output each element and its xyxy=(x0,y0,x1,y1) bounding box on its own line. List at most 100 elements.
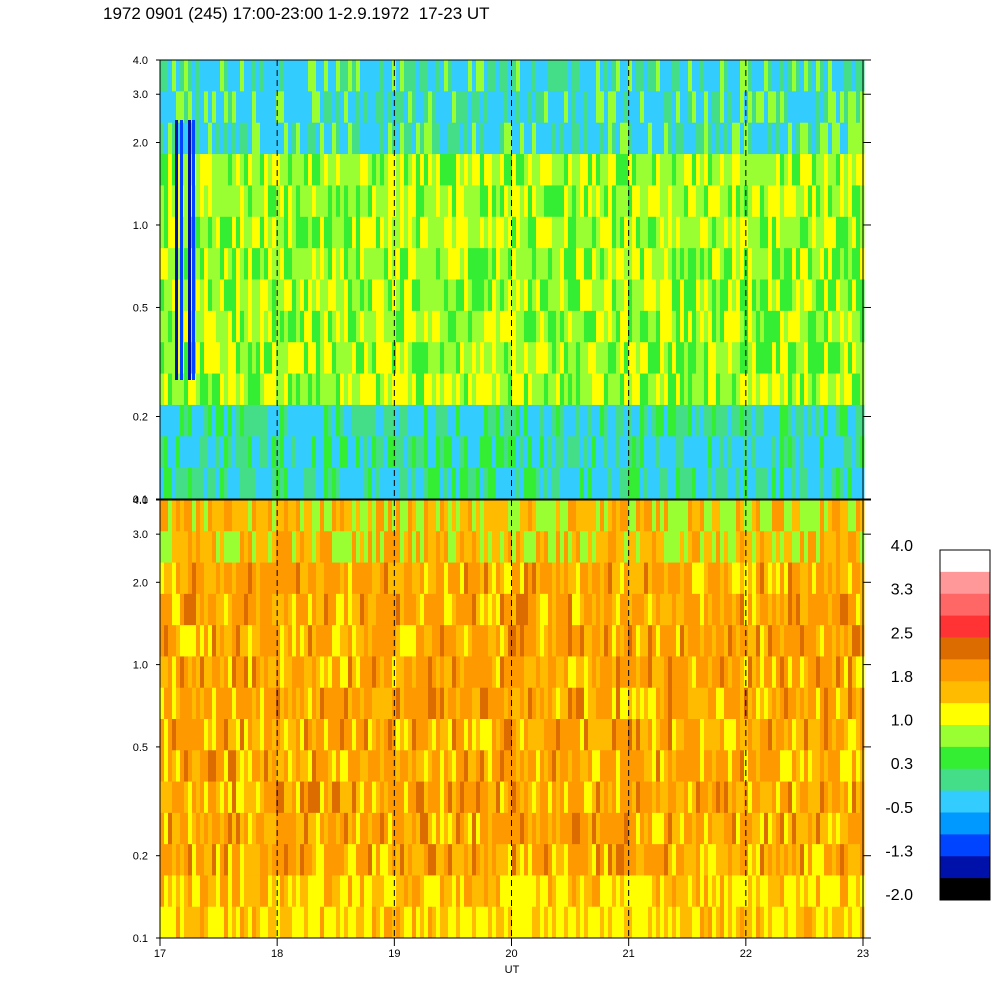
heatmap-cell xyxy=(428,248,433,280)
heatmap-cell xyxy=(216,625,221,657)
heatmap-cell xyxy=(372,875,377,908)
heatmap-cell xyxy=(660,844,665,876)
heatmap-cell xyxy=(316,373,321,406)
heatmap-cell xyxy=(276,812,281,845)
heatmap-cell xyxy=(396,750,401,783)
heatmap-cell xyxy=(800,216,805,249)
heatmap-cell xyxy=(548,750,553,783)
heatmap-cell xyxy=(220,404,225,437)
heatmap-cell xyxy=(200,531,205,564)
heatmap-cell xyxy=(344,185,349,218)
heatmap-cell xyxy=(720,656,725,689)
heatmap-cell xyxy=(208,373,213,406)
heatmap-cell xyxy=(772,436,777,469)
heatmap-cell xyxy=(852,687,857,720)
heatmap-cell xyxy=(404,122,409,155)
heatmap-cell xyxy=(300,91,305,124)
heatmap-cell xyxy=(760,154,765,186)
heatmap-cell xyxy=(164,687,169,720)
heatmap-cell xyxy=(768,844,773,876)
heatmap-cell xyxy=(712,373,717,406)
heatmap-cell xyxy=(296,404,301,437)
heatmap-cell xyxy=(728,687,733,720)
heatmap-cell xyxy=(216,60,221,92)
heatmap-cell xyxy=(844,60,849,92)
heatmap-cell xyxy=(800,185,805,218)
heatmap-cell xyxy=(728,562,733,595)
heatmap-cell xyxy=(164,310,169,343)
heatmap-cell xyxy=(828,625,833,657)
heatmap-cell xyxy=(520,404,525,437)
heatmap-cell xyxy=(680,531,685,564)
heatmap-cell xyxy=(568,185,573,218)
heatmap-cell xyxy=(488,906,493,939)
heatmap-cell xyxy=(264,122,269,155)
heatmap-cell xyxy=(672,875,677,908)
heatmap-cell xyxy=(216,404,221,437)
heatmap-cell xyxy=(820,310,825,343)
heatmap-cell xyxy=(508,154,513,186)
heatmap-cell xyxy=(856,750,861,783)
heatmap-cell xyxy=(284,248,289,280)
heatmap-cell xyxy=(544,279,549,312)
heatmap-cell xyxy=(808,719,813,751)
heatmap-cell xyxy=(252,60,257,92)
heatmap-cell xyxy=(720,60,725,92)
heatmap-cell xyxy=(324,404,329,437)
heatmap-cell xyxy=(492,781,497,814)
heatmap-cell xyxy=(732,216,737,249)
heatmap-cell xyxy=(736,687,741,720)
heatmap-cell xyxy=(804,404,809,437)
heatmap-cell xyxy=(680,812,685,845)
heatmap-cell xyxy=(476,906,481,939)
heatmap-cell xyxy=(644,593,649,626)
heatmap-cell xyxy=(340,812,345,845)
heatmap-cell xyxy=(540,91,545,124)
heatmap-cell xyxy=(692,404,697,437)
heatmap-cell xyxy=(836,467,841,500)
heatmap-cell xyxy=(676,154,681,186)
heatmap-cell xyxy=(644,342,649,375)
heatmap-cell xyxy=(804,279,809,312)
heatmap-cell xyxy=(488,562,493,595)
heatmap-cell xyxy=(540,373,545,406)
heatmap-cell xyxy=(204,279,209,312)
heatmap-cell xyxy=(512,154,517,186)
heatmap-cell xyxy=(760,248,765,280)
heatmap-cell xyxy=(608,812,613,845)
heatmap-cell xyxy=(752,500,757,532)
heatmap-cell xyxy=(224,500,229,532)
heatmap-cell xyxy=(704,875,709,908)
heatmap-cell xyxy=(724,844,729,876)
heatmap-cell xyxy=(160,625,165,657)
heatmap-cell xyxy=(372,122,377,155)
heatmap-cell xyxy=(172,687,177,720)
heatmap-cell xyxy=(348,436,353,469)
heatmap-cell xyxy=(528,750,533,783)
heatmap-cell xyxy=(168,719,173,751)
heatmap-cell xyxy=(292,342,297,375)
heatmap-cell xyxy=(484,248,489,280)
heatmap-cell xyxy=(692,687,697,720)
heatmap-cell xyxy=(840,91,845,124)
heatmap-cell xyxy=(280,91,285,124)
heatmap-cell xyxy=(388,562,393,595)
heatmap-cell xyxy=(564,531,569,564)
heatmap-cell xyxy=(684,719,689,751)
heatmap-cell xyxy=(364,467,369,500)
heatmap-cell xyxy=(512,60,517,92)
heatmap-cell xyxy=(212,373,217,406)
heatmap-cell xyxy=(496,279,501,312)
heatmap-cell xyxy=(460,91,465,124)
heatmap-cell xyxy=(800,625,805,657)
heatmap-cell xyxy=(188,781,193,814)
heatmap-cell xyxy=(420,122,425,155)
heatmap-cell xyxy=(616,656,621,689)
heatmap-cell xyxy=(248,656,253,689)
heatmap-cell xyxy=(680,122,685,155)
heatmap-cell xyxy=(640,248,645,280)
heatmap-cell xyxy=(544,656,549,689)
heatmap-cell xyxy=(808,593,813,626)
heatmap-cell xyxy=(856,719,861,751)
heatmap-cell xyxy=(488,122,493,155)
